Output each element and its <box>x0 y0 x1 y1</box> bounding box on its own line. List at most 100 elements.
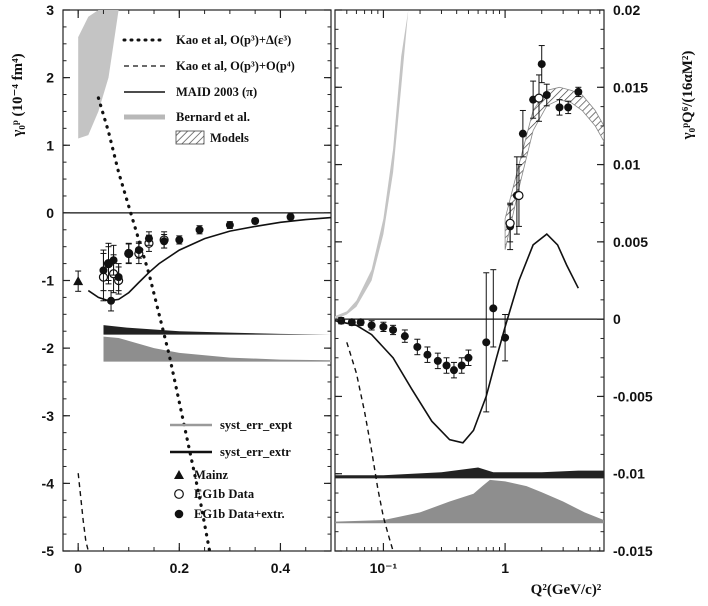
data-point-eg1b-data-extr <box>251 216 260 225</box>
data-point-eg1b-data-extr <box>442 361 451 370</box>
band-syst-err-expt <box>335 479 604 524</box>
y-tick-label: -0.005 <box>613 388 653 404</box>
legend-label: MAID 2003 (π) <box>176 85 257 99</box>
data-point-eg1b-data-extr <box>347 318 356 327</box>
legend-label: EG1b Data <box>194 487 255 501</box>
data-point-eg1b-data-extr <box>537 60 546 69</box>
y-tick-label: -1 <box>42 273 55 289</box>
x-tick-label: 0 <box>74 560 82 576</box>
band-syst-err-expt <box>103 336 331 362</box>
y-tick-label: -4 <box>42 475 55 491</box>
legend-item-kao-delta: Kao et al, O(p³)+Δ(ε³) <box>122 33 291 47</box>
y-tick-label: 0.015 <box>613 79 648 95</box>
legend-item-eg1b-extr: EG1b Data+extr. <box>174 507 285 521</box>
x-tick-label: 0.2 <box>170 560 190 576</box>
series-line-maid-2003 <box>87 216 331 302</box>
legend-label: Bernard et al. <box>176 110 250 124</box>
data-point-eg1b-data-extr <box>423 350 432 359</box>
series-line-kao-et-al-o-p-o-p <box>346 342 394 551</box>
data-point-eg1b-data-extr <box>501 333 510 342</box>
legend-label: Models <box>210 131 249 145</box>
legend-item-eg1b: EG1b Data <box>174 487 255 501</box>
data-point-eg1b-data-extr <box>379 322 388 331</box>
data-point-eg1b-data-extr <box>400 332 409 341</box>
legend-item-kao-p4: Kao et al, O(p³)+O(p⁴) <box>124 59 295 73</box>
data-point-eg1b-data-extr <box>114 273 123 282</box>
right-y-axis-label: γ₀ᵖQ⁶/(16αM²) <box>680 51 696 141</box>
data-point-eg1b-data-extr <box>134 246 143 255</box>
left-plot-area <box>63 10 331 551</box>
legend-item-bernard: Bernard et al. <box>124 110 250 124</box>
legend-item-syst-extr: syst_err_extr <box>170 445 291 459</box>
data-point-eg1b-data <box>534 93 544 103</box>
series-line-kao-et-al-o-p-o-p <box>77 473 89 551</box>
y-tick-label: -0.01 <box>613 466 645 482</box>
data-point-eg1b-data-extr <box>337 316 346 325</box>
band-bernard-et-al <box>335 10 409 320</box>
data-point-eg1b-data-extr <box>175 235 184 244</box>
right-plot-area <box>335 10 604 551</box>
band-models <box>504 86 604 250</box>
legend-item-mainz: Mainz <box>174 468 228 482</box>
y-tick-label: 3 <box>46 2 54 18</box>
data-point-eg1b-data-extr <box>160 237 169 246</box>
y-tick-label: 2 <box>46 70 54 86</box>
data-point-eg1b-data-extr <box>518 129 527 138</box>
right-x-axis-label: Q²(GeV/c)² <box>531 582 602 598</box>
y-tick-label: -5 <box>42 543 55 559</box>
data-point-eg1b-data-extr <box>124 249 133 258</box>
series-line-maid-2003 <box>335 233 580 444</box>
y-tick-label: -2 <box>42 340 55 356</box>
legend-label: Mainz <box>194 468 228 482</box>
data-point-eg1b-data-extr <box>464 353 473 362</box>
data-point-eg1b-data-extr <box>389 325 398 334</box>
data-point-eg1b-data <box>505 218 515 228</box>
data-point-eg1b-data-extr <box>286 212 295 221</box>
y-tick-label: 1 <box>46 137 54 153</box>
data-point-eg1b-data-extr <box>225 221 234 230</box>
data-point-eg1b-data-extr <box>413 342 422 351</box>
data-point-eg1b-data-extr <box>367 321 376 330</box>
legend-item-models: Models <box>175 130 249 145</box>
legend-label: syst_err_extr <box>220 445 291 459</box>
data-point-eg1b-data-extr <box>564 103 573 112</box>
legend-item-maid: MAID 2003 (π) <box>124 85 257 99</box>
series-line-kao-et-al-o-p <box>96 96 212 551</box>
y-tick-label: 0.01 <box>613 157 640 173</box>
y-tick-label: 0 <box>46 205 54 221</box>
data-point-eg1b-data-extr <box>195 225 204 234</box>
data-point-eg1b-data-extr <box>356 318 365 327</box>
data-point-eg1b-data-extr <box>489 304 498 313</box>
legend-label: Kao et al, O(p³)+Δ(ε³) <box>176 33 291 47</box>
data-point-eg1b-data-extr <box>109 256 118 265</box>
axes: -5 -4 -3 -2 -1 0 1 2 3 0 0.2 0.4 -0.015 -0.01 -0.005 0 0… <box>42 2 653 576</box>
data-point-eg1b-data-extr <box>144 234 153 243</box>
legend-label: Kao et al, O(p³)+O(p⁴) <box>176 59 295 73</box>
y-tick-label: 0.02 <box>613 2 640 18</box>
x-tick-label: 10⁻¹ <box>370 560 398 576</box>
data-point-eg1b-data-extr <box>433 356 442 365</box>
data-point-eg1b-data-extr <box>574 87 583 96</box>
x-tick-label: 0.4 <box>271 560 291 576</box>
x-tick-label: 1 <box>501 560 509 576</box>
band-bernard-et-al <box>78 10 119 139</box>
data-point-eg1b-data-extr <box>99 266 108 275</box>
data-point-eg1b-data <box>514 190 524 201</box>
data-point-eg1b-data-extr <box>457 361 466 370</box>
legend-label: syst_err_expt <box>220 418 293 432</box>
legend-item-syst-expt: syst_err_expt <box>170 418 293 432</box>
y-tick-label: 0.005 <box>613 234 648 250</box>
band-syst-err-extr <box>103 325 331 335</box>
y-tick-label: -0.015 <box>613 543 653 559</box>
y-tick-label: 0 <box>613 311 621 327</box>
data-point-eg1b-data-extr <box>542 91 551 100</box>
legend: Kao et al, O(p³)+Δ(ε³) Kao et al, O(p³)+… <box>122 33 295 521</box>
data-point-mainz <box>73 276 84 286</box>
left-y-axis-label: γ₀ᵖ (10⁻⁴ fm⁴) <box>10 53 26 137</box>
band-syst-err-extr <box>335 467 604 479</box>
data-point-eg1b-data-extr <box>449 366 458 375</box>
legend-label: EG1b Data+extr. <box>194 507 285 521</box>
data-point-eg1b-data-extr <box>482 338 491 347</box>
data-point-eg1b-data-extr <box>107 296 116 305</box>
